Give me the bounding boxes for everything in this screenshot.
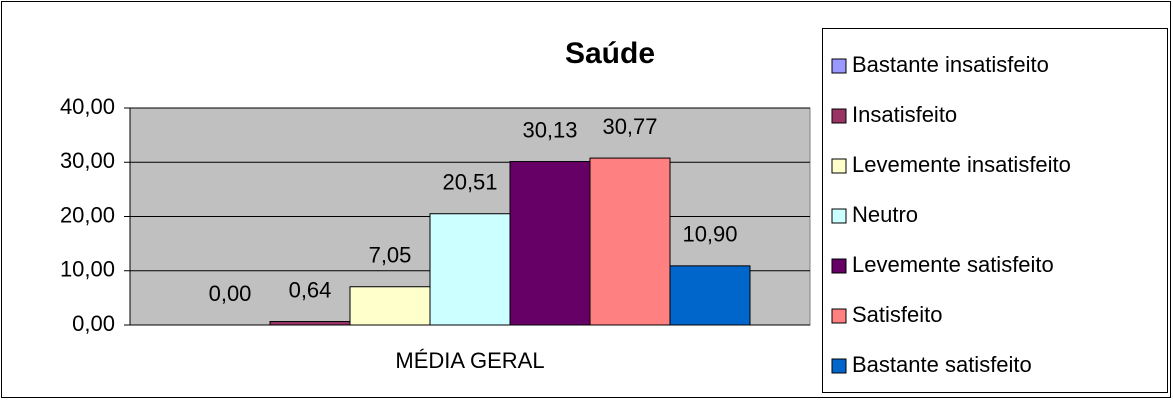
legend-swatch <box>831 108 847 124</box>
legend-swatch <box>831 158 847 174</box>
value-label: 30,77 <box>602 114 657 139</box>
value-label: 0,64 <box>289 277 332 302</box>
value-label: 20,51 <box>442 170 497 195</box>
legend-label: Levemente satisfeito <box>852 252 1054 277</box>
y-tick-label: 30,00 <box>60 148 115 173</box>
bar <box>509 161 591 326</box>
value-label: 0,00 <box>209 281 252 306</box>
legend-label: Bastante insatisfeito <box>852 52 1049 77</box>
y-tick-label: 40,00 <box>60 94 115 119</box>
legend-box <box>822 28 1168 393</box>
bar <box>349 286 431 326</box>
y-tick-label: 10,00 <box>60 257 115 282</box>
legend-swatch <box>831 258 847 274</box>
bar <box>269 321 351 326</box>
bar <box>669 265 751 326</box>
y-tick-label: 0,00 <box>72 311 115 336</box>
legend-swatch <box>831 58 847 74</box>
legend-label: Neutro <box>852 202 918 227</box>
legend-swatch <box>831 308 847 324</box>
x-tick-label: MÉDIA GERAL <box>395 348 544 373</box>
bar <box>589 157 671 326</box>
legend-swatch <box>831 358 847 374</box>
bar <box>429 213 511 326</box>
legend-label: Satisfeito <box>852 302 943 327</box>
value-label: 10,90 <box>682 222 737 247</box>
legend-swatch <box>831 208 847 224</box>
y-tick-label: 20,00 <box>60 202 115 227</box>
legend-label: Insatisfeito <box>852 102 957 127</box>
legend-label: Bastante satisfeito <box>852 352 1032 377</box>
value-label: 30,13 <box>522 117 577 142</box>
value-label: 7,05 <box>369 243 412 268</box>
chart-title: Saúde <box>565 37 655 70</box>
legend-label: Levemente insatisfeito <box>852 152 1071 177</box>
